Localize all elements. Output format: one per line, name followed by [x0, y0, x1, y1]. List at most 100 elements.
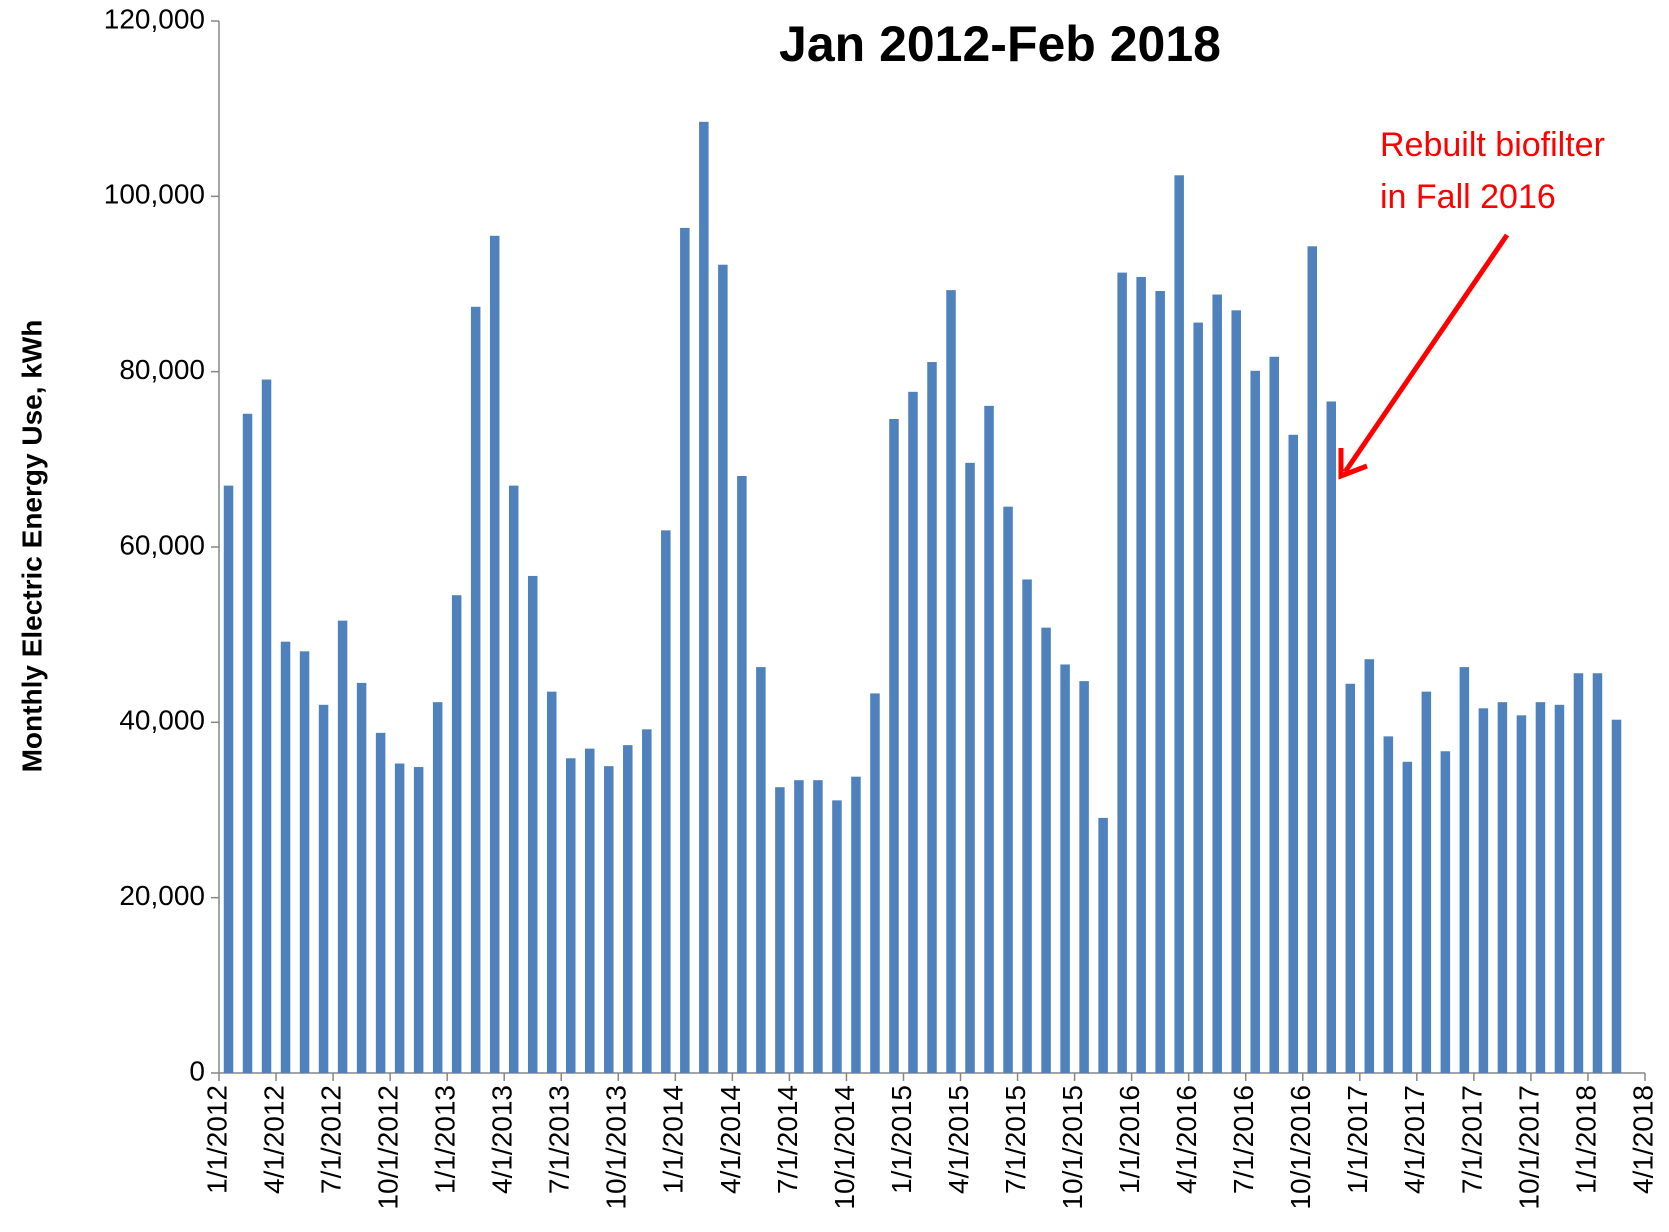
bar: [280, 641, 291, 1073]
bar: [413, 767, 424, 1073]
bar: [1459, 667, 1470, 1073]
bar: [642, 729, 652, 1073]
bar: [1117, 272, 1127, 1073]
x-tick-label: 4/1/2016: [1171, 1085, 1202, 1194]
bar: [1098, 817, 1108, 1073]
y-tick-label: 120,000: [104, 3, 205, 34]
x-tick-label: 1/1/2017: [1342, 1085, 1373, 1194]
bar: [1497, 702, 1508, 1073]
bar: [775, 787, 785, 1073]
x-tick-label: 10/1/2017: [1513, 1085, 1544, 1210]
x-tick-label: 1/1/2015: [886, 1085, 917, 1194]
y-tick-label: 20,000: [119, 880, 205, 911]
y-tick-label: 40,000: [119, 705, 205, 736]
arrow-head: [1338, 448, 1368, 480]
x-tick-label: 10/1/2016: [1285, 1085, 1316, 1210]
bar: [337, 620, 348, 1073]
bar: [1326, 401, 1337, 1073]
x-tick-label: 4/1/2013: [487, 1085, 518, 1194]
bar: [451, 595, 462, 1073]
bar: [470, 306, 481, 1073]
x-tick-label: 10/1/2012: [373, 1085, 404, 1210]
x-tick-label: 7/1/2017: [1456, 1085, 1487, 1194]
bar: [1041, 627, 1051, 1073]
x-tick-label: 7/1/2012: [315, 1085, 346, 1194]
chart-title: Jan 2012-Feb 2018: [779, 16, 1221, 72]
x-tick-label: 7/1/2015: [1000, 1085, 1031, 1194]
x-tick-label: 4/1/2012: [258, 1085, 289, 1194]
bar: [318, 704, 329, 1073]
x-tick-label: 1/1/2014: [658, 1085, 689, 1194]
bar: [1155, 291, 1165, 1074]
bar: [223, 485, 234, 1074]
bar: [1003, 506, 1013, 1073]
bar: [908, 391, 918, 1074]
bar: [1193, 322, 1203, 1073]
x-tick-label: 1/1/2012: [201, 1085, 232, 1194]
bar: [489, 235, 500, 1074]
x-tick-label: 1/1/2018: [1570, 1085, 1601, 1194]
x-tick-label: 1/1/2016: [1114, 1085, 1145, 1194]
bar: [1516, 715, 1527, 1073]
bar: [965, 462, 975, 1074]
bar: [1060, 664, 1070, 1073]
bar: [1269, 356, 1279, 1074]
bar: [585, 748, 595, 1073]
bar: [794, 780, 804, 1073]
bar: [1611, 719, 1622, 1073]
bar: [832, 800, 842, 1073]
bar: [565, 758, 576, 1073]
bar: [1421, 691, 1432, 1073]
bar: [1345, 683, 1356, 1073]
bar: [1478, 708, 1489, 1073]
bar: [604, 766, 614, 1073]
x-tick-label: 7/1/2016: [1228, 1085, 1259, 1194]
bar: [889, 419, 899, 1073]
x-tick-label: 4/1/2015: [943, 1085, 974, 1194]
y-axis-label: Monthly Electric Energy Use, kWh: [16, 320, 47, 773]
bar: [718, 264, 728, 1073]
bar: [870, 693, 880, 1073]
bar: [737, 475, 747, 1073]
bar: [375, 732, 386, 1073]
x-tick-label: 7/1/2013: [544, 1085, 575, 1194]
bar: [299, 651, 310, 1073]
bar: [1250, 370, 1260, 1073]
annotation-arrow: [1338, 233, 1510, 480]
bar: [680, 227, 690, 1074]
bar: [813, 780, 823, 1073]
x-tick-label: 4/1/2017: [1399, 1085, 1430, 1194]
bar: [1592, 673, 1603, 1073]
bar: [1231, 310, 1241, 1073]
bar: [1535, 702, 1546, 1073]
bar: [623, 745, 633, 1073]
bar: [1288, 434, 1299, 1074]
x-tick-label: 7/1/2014: [772, 1085, 803, 1194]
x-tick-label: 4/1/2014: [715, 1085, 746, 1194]
bar: [1212, 294, 1222, 1073]
bar: [1402, 761, 1413, 1073]
bar: [946, 290, 956, 1073]
bar: [1364, 659, 1375, 1073]
bar: [356, 682, 367, 1073]
bar: [984, 405, 994, 1073]
x-tick-label: 1/1/2013: [430, 1085, 461, 1194]
annotation: in Fall 2016: [1380, 178, 1556, 216]
bar: [661, 530, 671, 1073]
bar: [394, 763, 405, 1073]
annotation: Rebuilt biofilter: [1380, 126, 1605, 164]
bar: [1440, 751, 1451, 1073]
bar: [699, 121, 709, 1074]
y-tick-label: 80,000: [119, 354, 205, 385]
bar: [1079, 681, 1089, 1073]
x-tick-label: 10/1/2015: [1057, 1085, 1088, 1210]
bar: [432, 702, 443, 1073]
bar: [1383, 736, 1394, 1073]
bar: [756, 667, 766, 1073]
bar: [927, 362, 937, 1074]
x-tick-label: 10/1/2013: [601, 1085, 632, 1210]
arrow-shaft: [1342, 233, 1510, 474]
x-tick-label: 4/1/2018: [1627, 1085, 1658, 1194]
bar: [1136, 276, 1146, 1073]
